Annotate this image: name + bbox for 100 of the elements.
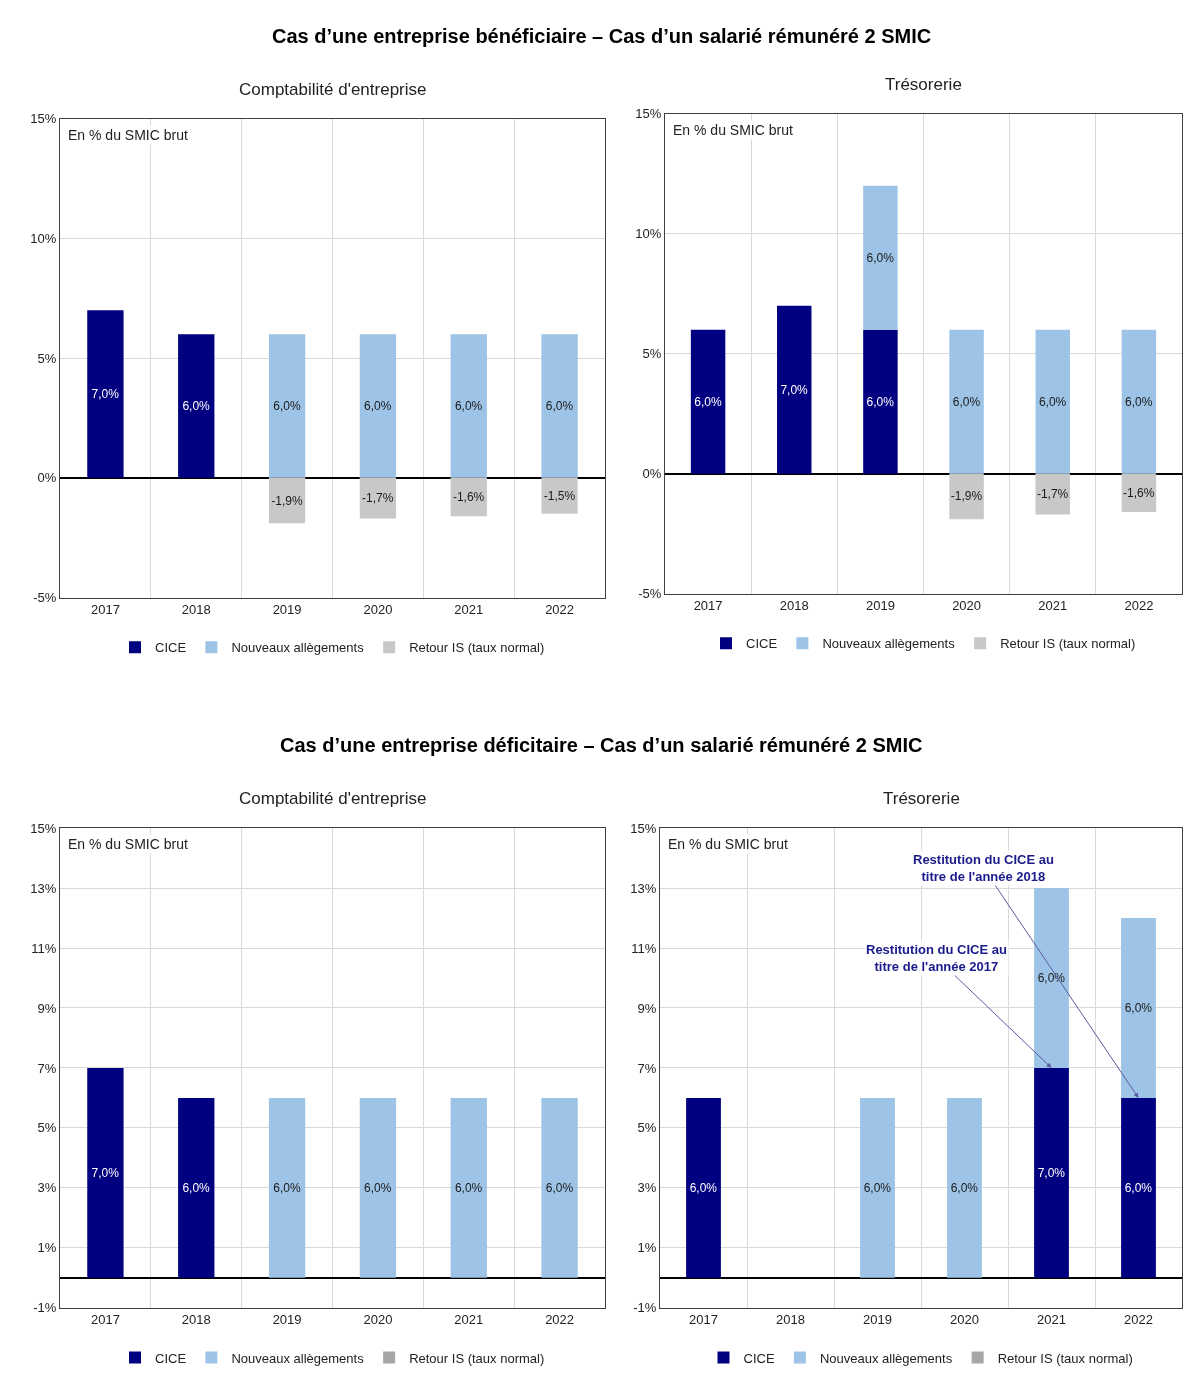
data-label: 6,0% (273, 1180, 301, 1195)
data-label: 6,0% (364, 399, 392, 414)
data-label: 7,0% (1037, 1165, 1066, 1180)
data-label: 6,0% (182, 1180, 211, 1195)
x-tick-label: 2017 (689, 1312, 718, 1328)
data-label: 6,0% (182, 399, 211, 414)
legend-label: Nouveaux allègements (231, 1350, 365, 1366)
y-tick-label: 9% (637, 1000, 657, 1016)
legend-label: Retour IS (taux normal) (1000, 636, 1136, 652)
y-tick-label: 5% (37, 350, 57, 366)
data-label: 6,0% (866, 250, 895, 265)
x-tick-label: 2022 (545, 1312, 575, 1328)
data-label: 6,0% (1125, 394, 1153, 409)
y-tick-label: 13% (630, 880, 657, 896)
legend-label: Nouveaux allègements (819, 1350, 953, 1366)
bar (949, 329, 984, 474)
data-label: 6,0% (1037, 971, 1066, 985)
y-tick-label: 15% (30, 111, 57, 127)
data-label: 6,0% (950, 1180, 979, 1195)
legend-label: Retour IS (taux normal) (409, 1350, 545, 1366)
x-tick-label: 2017 (693, 598, 723, 614)
x-tick-label: 2019 (272, 1312, 302, 1328)
x-tick-label: 2022 (1124, 1312, 1153, 1328)
y-tick-label: -5% (33, 590, 57, 606)
text: Cas d’une entreprise bénéficiaire – Cas d’un salarié rémunéré 2 SMIC (272, 25, 932, 47)
y-tick-label: 11% (631, 940, 657, 956)
bar (359, 477, 397, 519)
data-label: 6,0% (273, 399, 301, 414)
bar (860, 1097, 895, 1278)
legend-label: CICE (743, 1350, 775, 1366)
bar (1121, 329, 1157, 474)
data-label: -1,5% (543, 488, 576, 503)
y-tick-label: -1% (33, 1300, 57, 1316)
data-label: 6,0% (1038, 394, 1067, 409)
x-tick-label: 2020 (363, 1312, 393, 1328)
x-tick-label: 2022 (545, 602, 575, 618)
annotation: En % du SMIC brut (668, 836, 788, 852)
y-tick-label: -5% (638, 586, 662, 602)
bar (87, 310, 124, 478)
legend-label: Nouveaux allègements (822, 636, 956, 652)
bar (690, 329, 726, 474)
x-tick-label: 2019 (863, 1312, 892, 1328)
bar (541, 477, 578, 514)
bar (541, 334, 578, 478)
bar (268, 334, 306, 478)
data-label: 7,0% (780, 382, 809, 397)
y-tick-label: 7% (37, 1060, 57, 1076)
bar (949, 473, 984, 520)
x-tick-label: 2021 (454, 602, 484, 618)
data-label: 6,0% (454, 399, 483, 414)
y-tick-label: 15% (635, 106, 662, 122)
data-label: 6,0% (454, 1180, 483, 1195)
text: Cas d’une entreprise déficitaire – Cas d’un salarié rémunéré 2 SMIC (280, 734, 923, 756)
data-label: 6,0% (545, 399, 574, 414)
data-label: 6,0% (545, 1180, 574, 1195)
x-tick-label: 2020 (952, 598, 982, 614)
bar (359, 334, 397, 478)
bar (1121, 918, 1156, 1098)
chart-title: Comptabilité d'entreprise (239, 80, 427, 99)
chart-title: Trésorerie (883, 789, 960, 808)
data-label: 6,0% (1124, 1000, 1153, 1015)
x-tick-label: 2018 (776, 1312, 805, 1328)
x-tick-label: 2021 (454, 1312, 484, 1328)
bar (686, 1097, 721, 1278)
annotation: En % du SMIC brut (673, 122, 793, 138)
y-tick-label: 15% (30, 820, 57, 836)
legend-label: CICE (746, 636, 778, 652)
legend-label: Retour IS (taux normal) (997, 1350, 1133, 1366)
data-label: 6,0% (689, 1180, 718, 1195)
annotation: En % du SMIC brut (68, 836, 188, 852)
bar (777, 305, 812, 474)
y-tick-label: 1% (637, 1240, 657, 1256)
y-tick-label: 11% (31, 940, 57, 956)
y-tick-label: 15% (630, 820, 657, 836)
data-label: 6,0% (866, 394, 895, 409)
x-tick-label: 2017 (90, 602, 120, 618)
bar (1121, 1097, 1156, 1278)
legend-label: Nouveaux allègements (231, 640, 365, 656)
y-tick-label: 0% (37, 470, 57, 486)
x-tick-label: 2018 (181, 602, 211, 618)
legend-label: CICE (155, 1350, 187, 1366)
x-tick-label: 2018 (779, 598, 809, 614)
x-tick-label: 2020 (363, 602, 393, 618)
data-label: -1,7% (362, 491, 394, 506)
data-label: -1,6% (1123, 485, 1155, 500)
bar (863, 185, 898, 330)
bar (1034, 1067, 1069, 1278)
annotation: En % du SMIC brut (68, 127, 188, 143)
bar (450, 334, 487, 478)
data-label: -1,9% (950, 489, 983, 504)
x-tick-label: 2018 (181, 1312, 211, 1328)
data-label: 7,0% (91, 1165, 120, 1180)
y-tick-label: 10% (635, 226, 662, 242)
data-label: 6,0% (863, 1180, 892, 1195)
chart-title: Trésorerie (885, 75, 962, 94)
data-label: 6,0% (1124, 1180, 1153, 1195)
y-tick-label: 3% (37, 1180, 57, 1196)
data-label: 6,0% (694, 394, 722, 409)
bar (178, 334, 215, 478)
y-tick-label: 1% (37, 1240, 57, 1256)
